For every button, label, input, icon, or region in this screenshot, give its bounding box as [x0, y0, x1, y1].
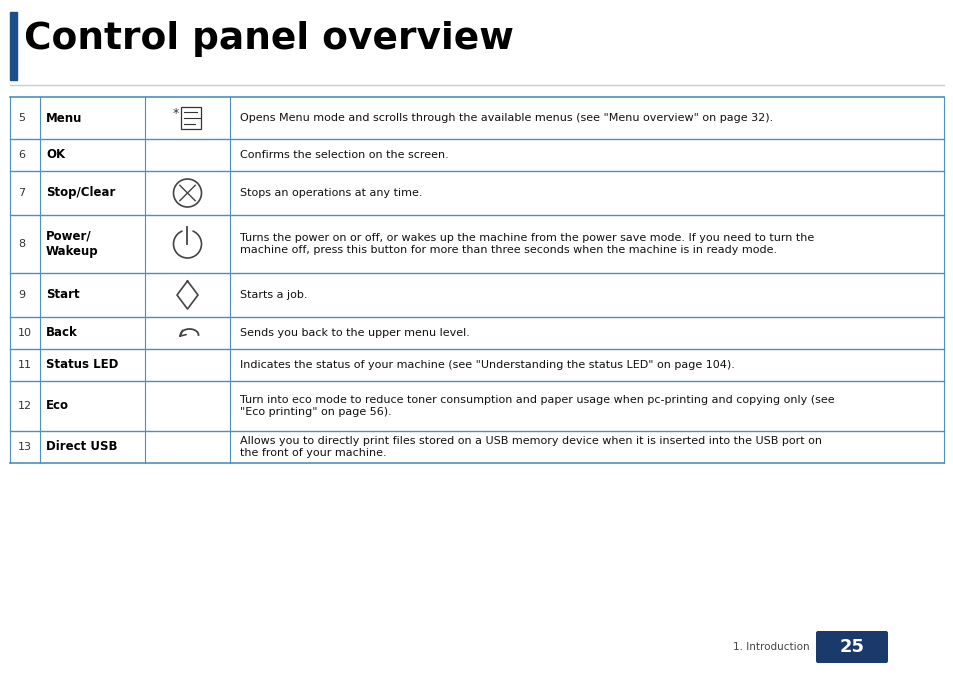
- Text: the front of your machine.: the front of your machine.: [240, 448, 386, 458]
- Text: 11: 11: [18, 360, 32, 370]
- Text: Starts a job.: Starts a job.: [240, 290, 307, 300]
- Text: Status LED: Status LED: [46, 358, 118, 371]
- Text: Eco: Eco: [46, 400, 69, 412]
- Text: Power/: Power/: [46, 230, 91, 242]
- Text: Direct USB: Direct USB: [46, 441, 117, 454]
- Text: Control panel overview: Control panel overview: [24, 21, 514, 57]
- Text: 5: 5: [18, 113, 25, 123]
- Bar: [181, 107, 201, 129]
- Text: Stop/Clear: Stop/Clear: [46, 186, 115, 200]
- Text: "Eco printing" on page 56).: "Eco printing" on page 56).: [240, 407, 392, 417]
- FancyBboxPatch shape: [815, 631, 887, 663]
- Text: Opens Menu mode and scrolls through the available menus (see "Menu overview" on : Opens Menu mode and scrolls through the …: [240, 113, 773, 123]
- Text: Back: Back: [46, 327, 77, 340]
- Text: Turn into eco mode to reduce toner consumption and paper usage when pc-printing : Turn into eco mode to reduce toner consu…: [240, 395, 834, 405]
- Text: 6: 6: [18, 150, 25, 160]
- Text: 10: 10: [18, 328, 32, 338]
- Text: 12: 12: [18, 401, 32, 411]
- Text: machine off, press this button for more than three seconds when the machine is i: machine off, press this button for more …: [240, 245, 777, 255]
- Wedge shape: [182, 228, 193, 244]
- Text: Confirms the selection on the screen.: Confirms the selection on the screen.: [240, 150, 448, 160]
- Text: *: *: [172, 107, 178, 121]
- Text: Wakeup: Wakeup: [46, 246, 98, 259]
- Text: Stops an operations at any time.: Stops an operations at any time.: [240, 188, 422, 198]
- Text: OK: OK: [46, 148, 65, 161]
- Text: 25: 25: [839, 638, 863, 656]
- Text: Turns the power on or off, or wakes up the machine from the power save mode. If : Turns the power on or off, or wakes up t…: [240, 233, 814, 243]
- Text: 9: 9: [18, 290, 25, 300]
- Text: Allows you to directly print files stored on a USB memory device when it is inse: Allows you to directly print files store…: [240, 436, 821, 446]
- Bar: [10, 12, 17, 80]
- Text: 7: 7: [18, 188, 25, 198]
- Text: Menu: Menu: [46, 111, 82, 124]
- Text: 13: 13: [18, 442, 32, 452]
- Text: Indicates the status of your machine (see "Understanding the status LED" on page: Indicates the status of your machine (se…: [240, 360, 734, 370]
- Text: 8: 8: [18, 239, 25, 249]
- Text: 1. Introduction: 1. Introduction: [733, 642, 809, 652]
- Text: Sends you back to the upper menu level.: Sends you back to the upper menu level.: [240, 328, 470, 338]
- Text: Start: Start: [46, 288, 79, 302]
